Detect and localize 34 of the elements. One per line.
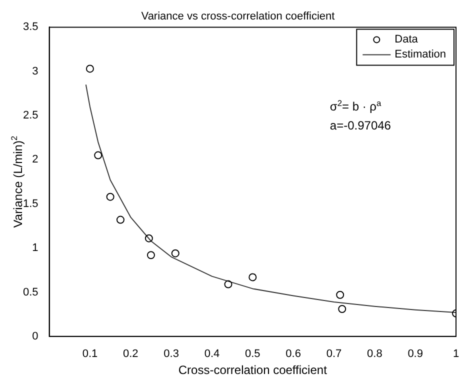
x-tick-label: 0.4 [204,348,220,360]
point [106,192,114,201]
point [171,249,180,258]
x-tick-label: 0.7 [326,348,342,360]
x-tick-label: 0.6 [286,348,301,360]
y-tick-label: 1 [32,242,38,254]
chart-title: Variance vs cross-correlation coefficient [141,10,335,23]
point [116,216,124,224]
point [336,290,344,299]
x-tick-label: 0.1 [82,348,98,360]
annotation: a=-0.97046 [330,118,392,133]
x-tick-label: 0.8 [367,348,382,360]
legend-label: Data [394,34,419,46]
point [338,305,346,314]
y-tick-label: 2 [32,154,38,166]
point [224,280,232,288]
x-tick-label: 0.9 [408,348,423,360]
x-axis-title: Cross-correlation coefficient [178,363,328,378]
y-tick-label: 0 [32,330,38,342]
x-tick-label: 0.3 [164,348,179,360]
point [94,151,102,160]
point [144,234,153,242]
y-tick-label: 2.5 [22,110,38,122]
x-tick-label: 1 [452,348,460,360]
y-tick-label: 1.5 [22,198,38,210]
point [248,273,257,282]
x-tick-label: 0.5 [244,348,260,360]
y-tick-label: 0.5 [22,286,38,298]
x-tick-label: 0.2 [122,348,138,360]
y-tick-label: 3.5 [22,21,38,34]
point [146,251,155,260]
y-tick-label: 3 [32,65,38,78]
point [86,64,94,73]
legend-label: Estimation [394,48,446,61]
